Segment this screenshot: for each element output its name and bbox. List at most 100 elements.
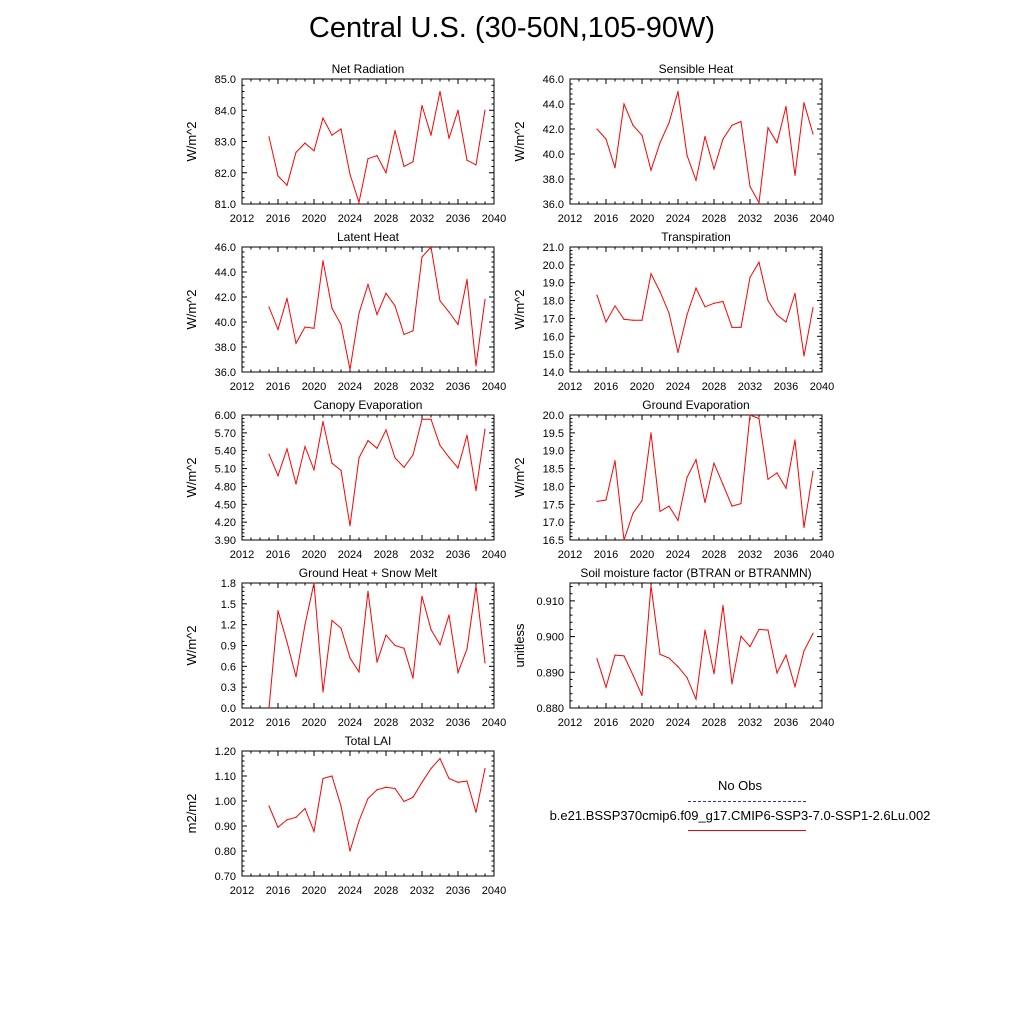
series-line <box>268 582 486 709</box>
data-point <box>268 453 270 455</box>
data-point <box>641 500 643 502</box>
y-tick-label: 19.5 <box>543 428 564 440</box>
data-point <box>385 292 387 294</box>
y-tick-label: 40.0 <box>215 317 236 329</box>
data-point <box>596 128 598 130</box>
x-tick-label: 2036 <box>774 213 798 225</box>
data-point <box>686 476 688 479</box>
data-point <box>286 297 288 299</box>
x-tick-label: 2012 <box>558 717 582 729</box>
x-tick-label: 2032 <box>410 717 434 729</box>
legend-line-no-obs <box>688 801 806 802</box>
series-line <box>268 91 486 205</box>
data-point <box>367 797 369 800</box>
data-point <box>448 311 450 313</box>
data-point <box>767 127 769 129</box>
data-point <box>394 644 396 647</box>
data-point <box>313 830 315 833</box>
data-point <box>704 306 706 308</box>
series-line <box>268 418 486 526</box>
data-point <box>803 102 805 104</box>
data-point <box>466 434 468 436</box>
data-point <box>412 796 414 798</box>
data-point <box>749 276 751 278</box>
data-point <box>403 333 405 336</box>
data-point <box>785 487 787 489</box>
y-tick-label: 44.0 <box>215 267 236 279</box>
y-tick-label: 19.0 <box>543 446 564 458</box>
data-point <box>614 654 616 656</box>
y-tick-label: 5.40 <box>215 446 236 458</box>
data-point <box>295 151 297 154</box>
data-point <box>695 179 697 181</box>
figure-title: Central U.S. (30-50N,105-90W) <box>308 12 716 44</box>
data-point <box>304 807 306 810</box>
y-tick-label: 0.90 <box>215 821 236 833</box>
data-point <box>758 261 760 263</box>
series-line <box>596 260 814 356</box>
x-tick-label: 2012 <box>230 381 254 393</box>
data-point <box>304 326 306 328</box>
data-point <box>457 671 459 674</box>
x-tick-label: 2020 <box>630 717 654 729</box>
y-tick-label: 36.0 <box>215 367 236 379</box>
y-tick-label: 42.0 <box>543 124 564 136</box>
x-tick-label: 2040 <box>482 213 506 225</box>
data-point <box>340 323 342 326</box>
x-tick-label: 2028 <box>374 213 398 225</box>
x-tick-label: 2016 <box>266 549 290 561</box>
x-tick-label: 2036 <box>774 549 798 561</box>
data-point <box>475 585 477 587</box>
legend-line-model-run <box>688 830 806 831</box>
panel-title: Transpiration <box>661 230 731 244</box>
data-point <box>331 307 333 309</box>
data-point <box>475 365 477 367</box>
data-point <box>277 610 279 612</box>
data-point <box>614 460 616 462</box>
y-tick-label: 85.0 <box>215 74 236 86</box>
x-tick-label: 2024 <box>666 381 690 393</box>
data-point <box>749 645 751 648</box>
y-tick-label: 6.00 <box>215 410 236 422</box>
data-point <box>484 767 486 770</box>
y-tick-label: 0.3 <box>221 682 236 694</box>
y-tick-label: 0.80 <box>215 846 236 858</box>
data-point <box>776 672 778 674</box>
data-point <box>713 168 715 170</box>
data-point <box>376 313 378 316</box>
data-point <box>794 292 796 295</box>
x-tick-label: 2012 <box>558 213 582 225</box>
data-point <box>430 628 432 631</box>
data-point <box>412 677 414 679</box>
panel-title: Ground Heat + Snow Melt <box>299 566 438 580</box>
y-tick-label: 1.8 <box>221 578 236 590</box>
data-point <box>713 673 715 675</box>
series-line <box>596 414 814 541</box>
data-point <box>268 306 270 308</box>
data-point <box>385 429 387 431</box>
plot-frame <box>569 414 823 541</box>
x-tick-label: 2012 <box>230 213 254 225</box>
data-point <box>439 300 441 302</box>
data-point <box>268 805 270 807</box>
y-tick-label: 17.0 <box>543 517 564 529</box>
data-point <box>677 90 679 93</box>
y-tick-label: 5.70 <box>215 428 236 440</box>
data-point <box>695 287 697 289</box>
data-point <box>421 256 423 258</box>
panel-4: Transpiration W/m^2 2012 2016 2020 2024 2028 20… <box>512 230 834 393</box>
data-point <box>668 122 670 124</box>
data-point <box>295 816 297 818</box>
data-point <box>812 307 814 309</box>
data-point <box>394 129 396 132</box>
data-point <box>304 142 306 144</box>
plot-frame <box>241 750 495 877</box>
data-point <box>695 698 697 700</box>
x-tick-label: 2016 <box>594 213 618 225</box>
data-point <box>596 500 598 503</box>
x-tick-label: 2032 <box>738 549 762 561</box>
y-tick-label: 19.0 <box>543 278 564 290</box>
series-line <box>596 91 814 205</box>
data-point <box>605 321 607 323</box>
plot-frame <box>241 582 495 709</box>
